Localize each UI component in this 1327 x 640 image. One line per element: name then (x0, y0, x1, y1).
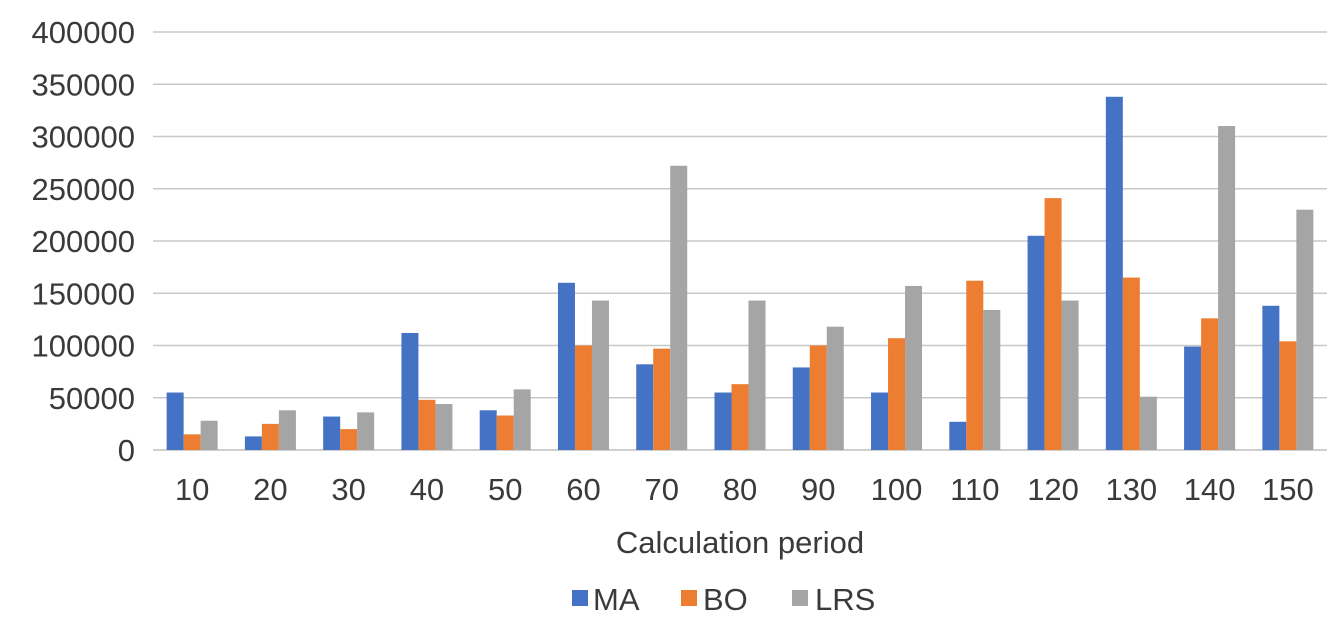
bar-lrs-60 (591, 300, 609, 450)
bar-ma-140 (1184, 346, 1202, 450)
bar-bo-60 (574, 345, 592, 450)
x-tick-label: 130 (1105, 472, 1157, 507)
bar-ma-40 (401, 332, 419, 450)
y-tick-label: 250000 (32, 172, 135, 207)
x-tick-label: 20 (253, 472, 287, 507)
legend-label-bo: BO (703, 582, 748, 617)
x-tick-label: 30 (331, 472, 365, 507)
bar-ma-150 (1262, 305, 1280, 450)
bar-lrs-100 (905, 285, 923, 450)
bar-ma-60 (557, 282, 575, 450)
x-axis-tick-labels: 10 20 30 40 50 60 70 80 90 100 110 120 130 140 150 (175, 472, 1314, 507)
bar-lrs-150 (1296, 209, 1314, 450)
bar-ma-100 (871, 392, 889, 450)
y-tick-label: 350000 (32, 67, 135, 102)
y-tick-label: 200000 (32, 224, 135, 259)
gridlines (153, 31, 1327, 451)
bar-lrs-50 (513, 389, 531, 450)
bars (166, 96, 1314, 451)
bar-bo-10 (183, 434, 201, 450)
bar-ma-50 (479, 410, 497, 450)
bar-bo-140 (1201, 318, 1219, 450)
y-axis-tick-labels: 0 50000 100000 150000 200000 250000 300000 3500… (32, 15, 135, 468)
bar-ma-80 (714, 392, 732, 450)
legend-label-lrs: LRS (815, 582, 875, 617)
y-tick-label: 100000 (32, 329, 135, 364)
bar-bo-100 (888, 338, 906, 450)
bar-lrs-80 (748, 300, 766, 450)
bar-ma-110 (949, 421, 967, 450)
bar-lrs-130 (1139, 396, 1157, 450)
x-tick-label: 100 (871, 472, 923, 507)
bar-ma-20 (244, 436, 262, 450)
y-tick-label: 300000 (32, 120, 135, 155)
x-axis-title: Calculation period (616, 525, 864, 560)
bar-ma-90 (792, 367, 810, 450)
bar-bo-90 (809, 345, 827, 450)
legend-swatch-bo (681, 590, 697, 606)
bar-bo-20 (261, 423, 279, 450)
bar-lrs-70 (670, 165, 688, 450)
bar-bo-50 (496, 415, 514, 450)
bar-bo-30 (340, 429, 358, 450)
x-tick-label: 110 (950, 472, 999, 507)
y-tick-label: 150000 (32, 276, 135, 311)
bar-bo-110 (966, 280, 984, 450)
x-tick-label: 10 (175, 472, 209, 507)
x-tick-label: 140 (1184, 472, 1236, 507)
x-tick-label: 50 (488, 472, 522, 507)
x-tick-label: 60 (566, 472, 600, 507)
x-tick-label: 80 (723, 472, 757, 507)
bar-lrs-140 (1218, 126, 1236, 451)
bar-lrs-20 (278, 410, 296, 450)
bar-lrs-10 (200, 420, 218, 450)
bar-lrs-110 (983, 309, 1001, 450)
legend-label-ma: MA (593, 582, 640, 617)
legend: MA BO LRS (572, 582, 875, 617)
bar-bo-130 (1122, 277, 1140, 450)
bar-ma-70 (636, 364, 654, 450)
bar-ma-10 (166, 392, 184, 450)
bar-bo-120 (1044, 198, 1062, 450)
legend-swatch-ma (572, 590, 588, 606)
x-tick-label: 120 (1027, 472, 1079, 507)
x-tick-label: 40 (410, 472, 444, 507)
bar-lrs-120 (1061, 300, 1079, 450)
x-tick-label: 70 (644, 472, 678, 507)
bar-bo-70 (653, 348, 671, 450)
x-tick-label: 90 (801, 472, 835, 507)
y-tick-label: 400000 (32, 15, 135, 50)
bar-ma-30 (323, 416, 341, 450)
bar-lrs-90 (826, 326, 844, 450)
legend-swatch-lrs (792, 590, 808, 606)
bar-ma-120 (1027, 235, 1045, 450)
bar-ma-130 (1105, 96, 1123, 450)
y-tick-label: 0 (118, 433, 135, 468)
bar-bo-150 (1279, 341, 1297, 450)
x-tick-label: 150 (1262, 472, 1314, 507)
y-tick-label: 50000 (49, 381, 135, 416)
bar-lrs-40 (435, 404, 453, 450)
bar-lrs-30 (357, 412, 375, 450)
bar-bo-80 (731, 384, 749, 450)
bar-bo-40 (418, 399, 436, 450)
